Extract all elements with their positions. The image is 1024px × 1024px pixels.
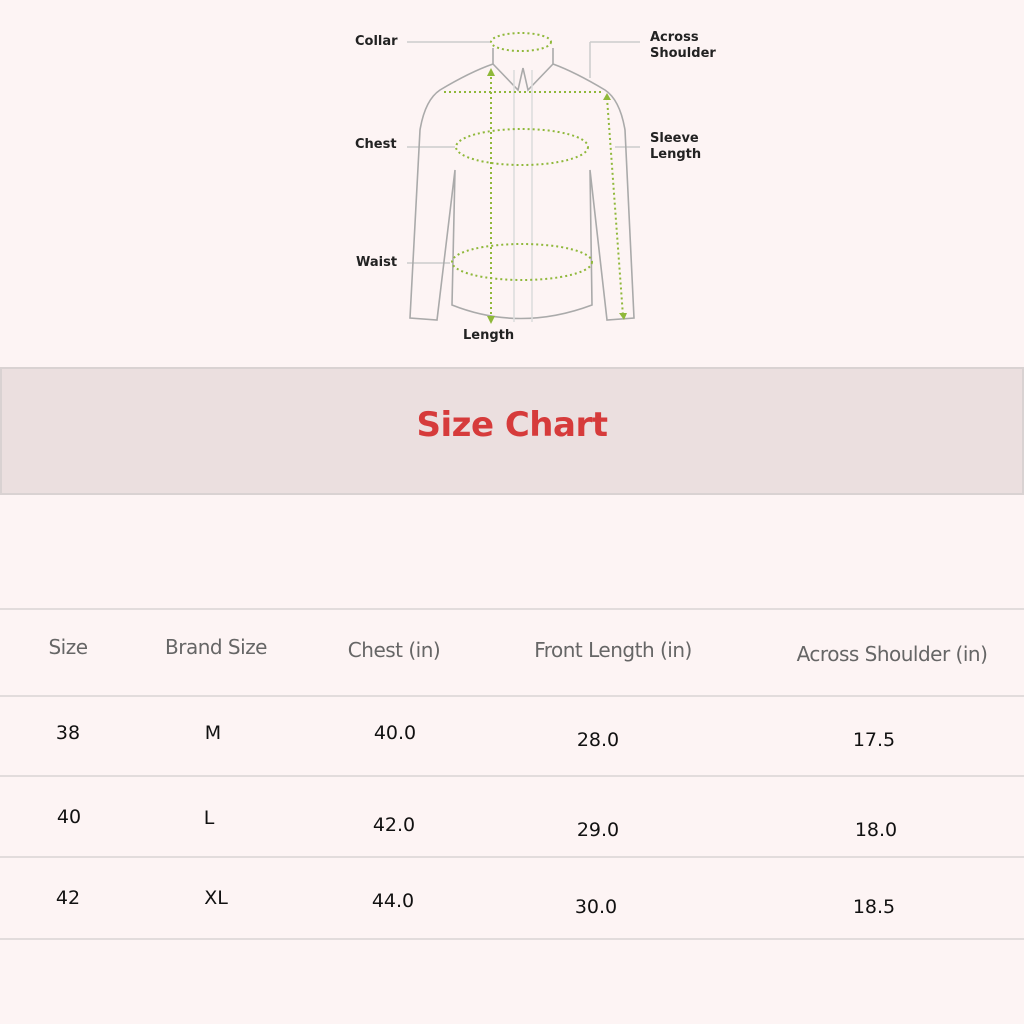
cell-front-length: 28.0 xyxy=(576,729,620,751)
cell-size: 42 xyxy=(55,887,81,909)
size-chart-title: Size Chart xyxy=(416,405,608,445)
table-divider xyxy=(0,695,1024,697)
header-size: Size xyxy=(48,635,88,659)
cell-size: 38 xyxy=(55,722,81,744)
cell-size: 40 xyxy=(56,806,82,828)
cell-brand-size: M xyxy=(204,722,222,744)
header-chest: Chest (in) xyxy=(347,638,441,662)
table-divider xyxy=(0,856,1024,858)
label-leader-lines xyxy=(407,41,640,264)
cell-brand-size: L xyxy=(203,807,215,829)
table-divider xyxy=(0,775,1024,777)
label-collar: Collar xyxy=(355,34,398,49)
table-divider xyxy=(0,938,1024,940)
cell-chest: 42.0 xyxy=(372,814,416,836)
measure-lines xyxy=(444,32,624,320)
header-front-length: Front Length (in) xyxy=(534,638,692,662)
measure-arrowheads xyxy=(487,68,627,324)
cell-across-shoulder: 18.5 xyxy=(852,896,896,918)
cell-chest: 44.0 xyxy=(371,890,415,912)
cell-chest: 40.0 xyxy=(373,722,417,744)
table-divider xyxy=(0,608,1024,610)
label-sleeve-length-2: Length xyxy=(650,147,702,162)
label-sleeve-length-1: Sleeve xyxy=(650,131,699,146)
label-length: Length xyxy=(463,328,515,343)
cell-front-length: 30.0 xyxy=(574,896,618,918)
size-chart-banner xyxy=(0,367,1024,495)
header-brand-size: Brand Size xyxy=(165,635,267,659)
cell-front-length: 29.0 xyxy=(576,819,620,841)
cell-across-shoulder: 17.5 xyxy=(852,729,896,751)
label-chest: Chest xyxy=(355,137,397,152)
cell-brand-size: XL xyxy=(204,887,228,909)
label-waist: Waist xyxy=(356,255,398,270)
cell-across-shoulder: 18.0 xyxy=(854,819,898,841)
label-across-shoulder-1: Across xyxy=(650,30,699,45)
shirt-illustration xyxy=(407,32,640,324)
header-across-shoulder: Across Shoulder (in) xyxy=(796,642,988,666)
label-across-shoulder-2: Shoulder xyxy=(650,46,716,61)
